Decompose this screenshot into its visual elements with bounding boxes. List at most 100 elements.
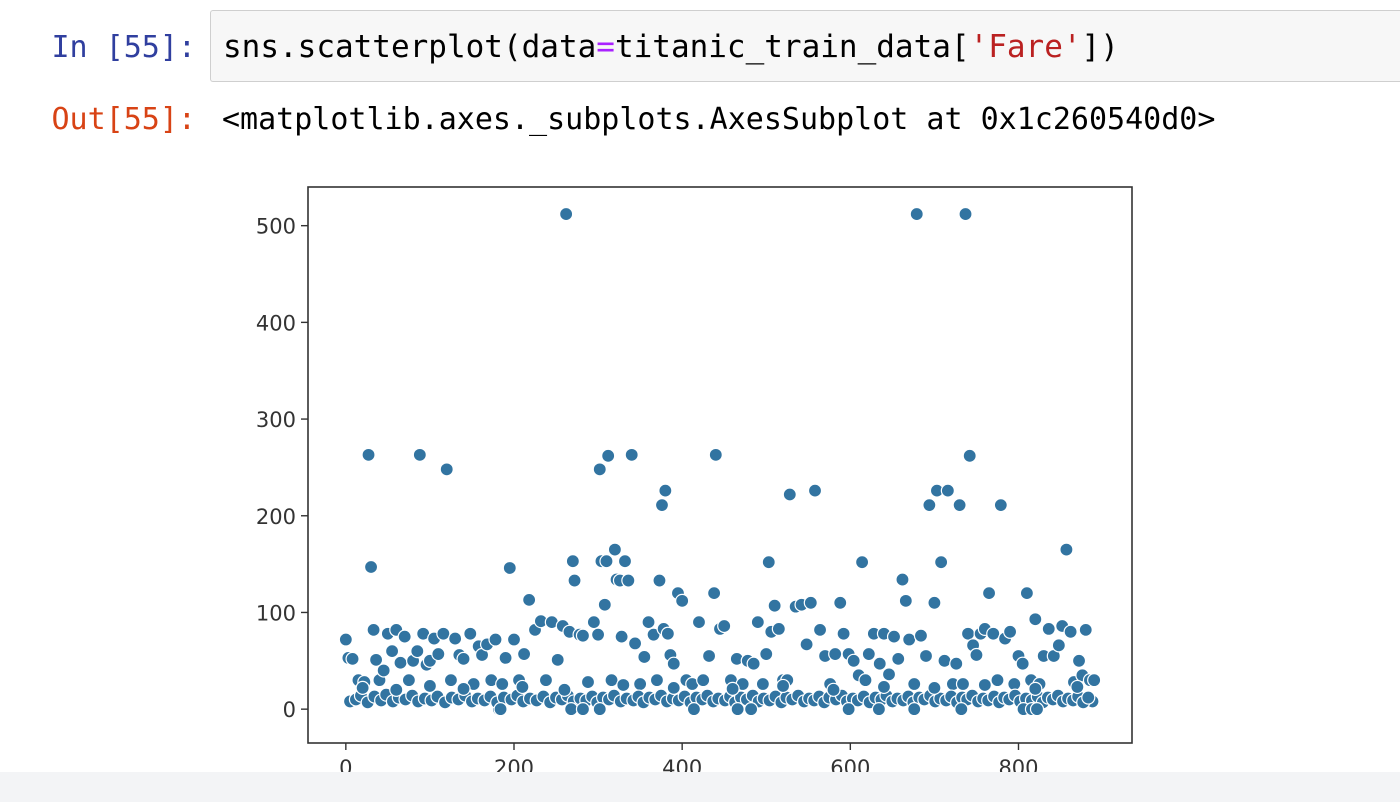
data-point: [858, 673, 873, 688]
data-point: [1028, 681, 1043, 696]
data-point: [767, 598, 782, 613]
data-point: [495, 676, 510, 692]
data-point: [750, 615, 765, 630]
data-point: [1070, 679, 1085, 695]
data-point: [601, 448, 616, 463]
data-point: [803, 595, 818, 610]
data-point: [641, 615, 656, 630]
y-tick-label: 100: [256, 601, 296, 625]
data-point: [361, 447, 376, 462]
data-point: [355, 680, 370, 695]
data-point: [431, 646, 446, 662]
data-point: [592, 462, 607, 477]
data-point: [958, 206, 973, 222]
data-point: [654, 498, 670, 513]
x-tick-label: 800: [998, 756, 1038, 775]
data-point: [515, 679, 530, 695]
data-point: [666, 656, 681, 671]
data-point: [898, 593, 913, 608]
x-tick-label: 400: [662, 756, 702, 775]
data-point: [586, 615, 601, 630]
data-point: [895, 572, 910, 587]
data-point: [564, 702, 579, 717]
data-point: [744, 702, 759, 717]
data-point: [1015, 656, 1030, 671]
data-point: [559, 206, 574, 222]
data-point: [607, 542, 622, 557]
data-point: [918, 648, 934, 664]
data-point: [826, 682, 841, 697]
data-point: [761, 555, 776, 570]
data-point: [876, 679, 892, 695]
data-point: [401, 673, 416, 688]
data-point: [854, 555, 870, 570]
data-point: [807, 483, 823, 498]
y-tick-label: 0: [283, 698, 296, 722]
data-point: [949, 656, 964, 671]
data-point: [691, 615, 707, 630]
data-point: [954, 702, 969, 717]
output-repr-text: <matplotlib.axes._subplots.AxesSubplot a…: [222, 102, 1216, 137]
data-point: [393, 655, 408, 670]
data-point: [502, 560, 517, 576]
data-point: [376, 663, 391, 678]
data-point: [580, 674, 596, 690]
data-point: [493, 702, 508, 717]
data-point: [1041, 621, 1056, 636]
code-operator: =: [596, 29, 615, 65]
data-point: [990, 673, 1005, 688]
data-point: [696, 673, 711, 688]
data-point: [708, 447, 723, 462]
data-point: [828, 646, 843, 662]
data-point: [907, 676, 922, 692]
data-point: [782, 487, 797, 502]
data-point: [575, 702, 591, 717]
data-point: [363, 559, 379, 575]
code-string: 'Fare': [969, 29, 1082, 65]
data-point: [652, 573, 667, 588]
data-point: [833, 595, 848, 610]
data-point: [812, 622, 828, 637]
data-point: [456, 651, 471, 666]
data-point: [498, 650, 513, 666]
data-point: [1071, 653, 1087, 668]
data-point: [836, 626, 851, 641]
data-point: [1028, 612, 1043, 627]
data-point: [675, 593, 690, 608]
output-prompt: Out[55]:: [51, 102, 197, 137]
data-point: [871, 702, 887, 717]
data-point: [604, 673, 619, 688]
data-point: [488, 632, 503, 647]
data-point: [725, 681, 740, 696]
data-point: [621, 573, 636, 588]
data-point: [649, 673, 665, 688]
data-point: [993, 498, 1008, 513]
data-point: [909, 206, 924, 222]
data-point: [940, 483, 955, 498]
code-input-cell[interactable]: sns.scatterplot(data=titanic_train_data[…: [210, 10, 1400, 82]
data-point: [707, 586, 722, 601]
code-argument: titanic_train_data[: [614, 29, 970, 65]
data-point: [617, 554, 633, 569]
data-point: [538, 673, 554, 688]
data-point: [366, 622, 381, 637]
data-point: [686, 702, 702, 717]
data-point: [666, 680, 681, 695]
data-point: [1081, 690, 1096, 705]
data-point: [861, 646, 876, 662]
data-point: [902, 632, 917, 647]
y-tick-label: 400: [256, 311, 296, 335]
code-line: sns.scatterplot(data=titanic_train_data[…: [223, 27, 1119, 67]
data-point: [886, 629, 902, 644]
data-point: [369, 652, 384, 667]
data-point: [389, 682, 404, 697]
data-point: [345, 651, 360, 666]
data-point: [575, 628, 591, 643]
axis-ticks: 0 200 400 600 800 0 100 200 300 400 500: [256, 215, 1039, 775]
data-point: [872, 656, 887, 671]
data-point: [771, 621, 786, 636]
data-point: [436, 626, 451, 641]
data-point: [841, 702, 856, 717]
data-point: [565, 554, 580, 569]
